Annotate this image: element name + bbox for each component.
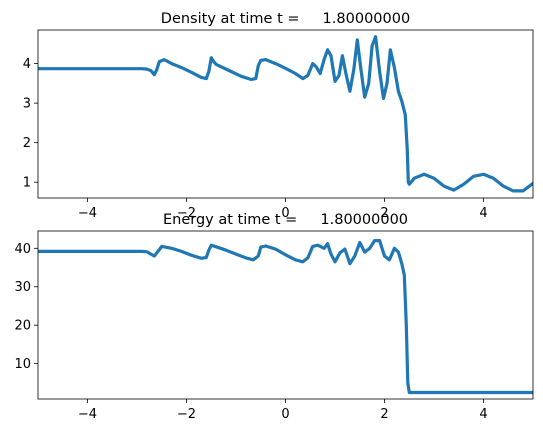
density-title: Density at time t = 1.80000000: [161, 11, 410, 27]
density-xtick-label: 4: [479, 206, 487, 221]
density-axes-frame: [37, 29, 534, 199]
energy-axes: Energy at time t = 1.80000000 −4 −2 0 2 4 10 2…: [14, 212, 534, 422]
density-ytick-label: 1: [23, 176, 31, 191]
density-xtick-label: −4: [78, 206, 97, 221]
density-ticks: −4 −2 0 2 4 1 2 3 4: [23, 57, 488, 221]
energy-xtick-label: 0: [281, 407, 289, 422]
energy-xtick-label: 2: [380, 407, 388, 422]
energy-ytick-label: 30: [14, 280, 31, 295]
density-ytick-label: 2: [23, 136, 31, 151]
energy-series: [38, 239, 533, 395]
energy-xtick-label: −4: [78, 407, 97, 422]
density-xtick-label: 2: [380, 206, 388, 221]
energy-line: [38, 239, 533, 395]
energy-xtick-label: −2: [177, 407, 196, 422]
energy-xtick-label: 4: [479, 407, 487, 422]
density-ytick-label: 4: [23, 57, 31, 72]
energy-axes-frame: [37, 230, 534, 400]
density-xtick-label: 0: [281, 206, 289, 221]
energy-ytick-label: 20: [14, 319, 31, 334]
density-axes: Density at time t = 1.80000000 −4 −2 0 2 4 1 2…: [23, 11, 534, 221]
energy-ytick-label: 40: [14, 242, 31, 257]
energy-title: Energy at time t = 1.80000000: [163, 212, 408, 228]
energy-ytick-label: 10: [14, 357, 31, 372]
energy-ticks: −4 −2 0 2 4 10 20 30 40: [14, 242, 487, 422]
density-series: [38, 35, 533, 193]
density-line: [38, 35, 533, 193]
density-xtick-label: −2: [177, 206, 196, 221]
density-ytick-label: 3: [23, 97, 31, 112]
